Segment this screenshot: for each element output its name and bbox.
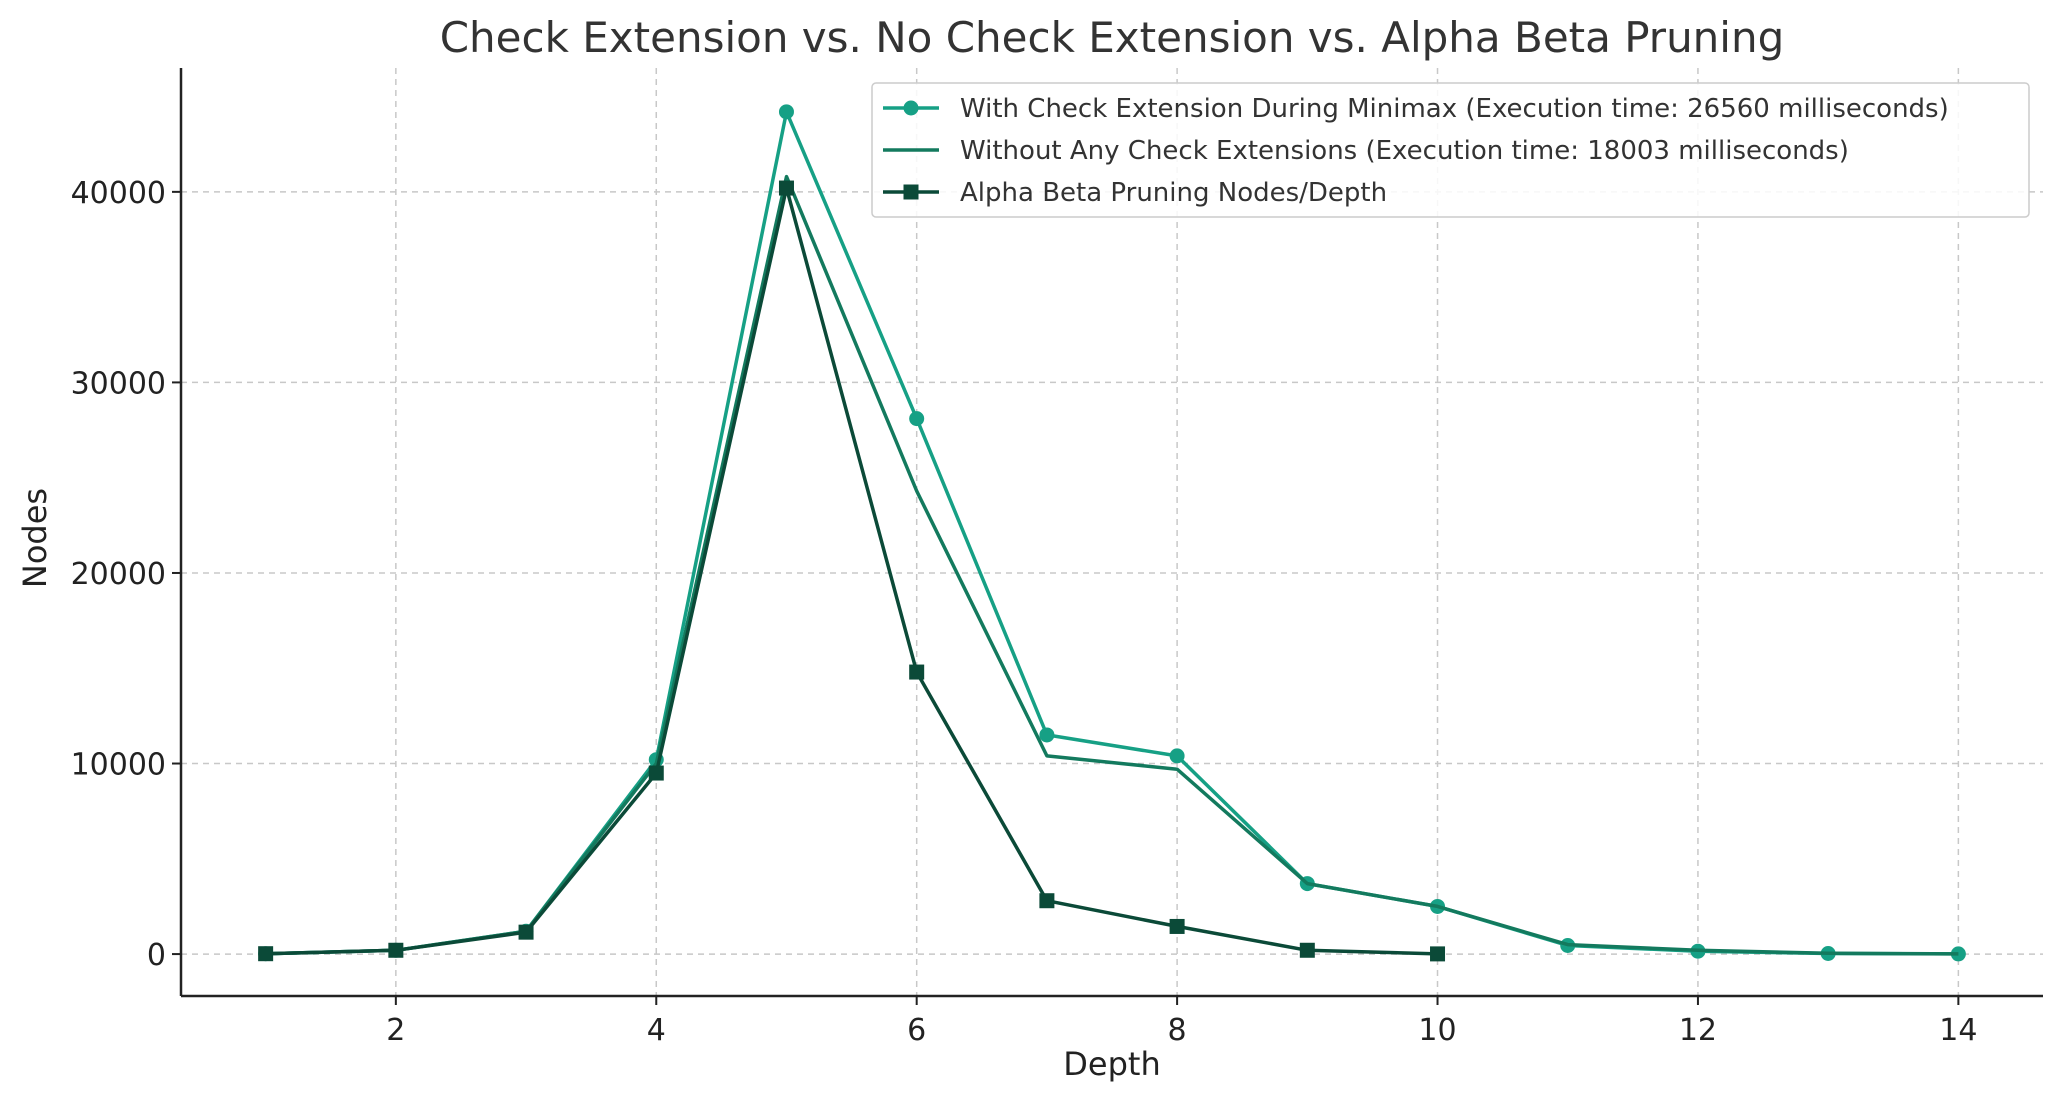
x-tick-label: 12: [1679, 1013, 1717, 1048]
data-point: [1299, 942, 1315, 958]
data-point: [909, 664, 925, 680]
data-point: [778, 104, 794, 120]
x-tick-label: 8: [1168, 1013, 1187, 1048]
legend-label: With Check Extension During Minimax (Exe…: [960, 94, 1949, 124]
x-tick-label: 10: [1418, 1013, 1456, 1048]
series-2: [265, 174, 1959, 956]
data-point: [1039, 727, 1055, 743]
series-line: [265, 110, 1959, 956]
y-tick-label: 0: [147, 938, 166, 973]
legend-label: Without Any Check Extensions (Execution …: [960, 136, 1849, 166]
data-point: [778, 180, 794, 196]
chart-title: Check Extension vs. No Check Extension v…: [440, 13, 1785, 62]
data-point: [388, 942, 404, 958]
legend-entry: Alpha Beta Pruning Nodes/Depth: [883, 178, 1387, 208]
y-tick-label: 10000: [71, 748, 166, 783]
data-point: [1039, 893, 1055, 909]
data-point: [648, 765, 664, 781]
series-line: [265, 174, 1959, 956]
legend-entry: With Check Extension During Minimax (Exe…: [883, 94, 1949, 124]
y-tick-label: 30000: [71, 366, 166, 401]
legend-marker: [903, 100, 919, 116]
x-axis-label: Depth: [1063, 1045, 1160, 1083]
series-lines: [258, 104, 1966, 962]
x-tick-label: 14: [1939, 1013, 1977, 1048]
data-point: [258, 946, 274, 962]
x-tick-label: 6: [907, 1013, 926, 1048]
data-point: [1169, 748, 1185, 764]
data-point: [518, 924, 534, 940]
series-1: [258, 104, 1966, 962]
data-point: [1430, 946, 1446, 962]
legend: With Check Extension During Minimax (Exe…: [871, 82, 2030, 218]
x-tick-label: 2: [386, 1013, 405, 1048]
legend-entry: Without Any Check Extensions (Execution …: [883, 136, 1849, 166]
y-tick-label: 40000: [71, 176, 166, 211]
axes: 2 4 6 8 10 12 14 0 10000 20000 30000 40000: [71, 68, 2043, 1048]
data-point: [1169, 918, 1185, 934]
legend-label: Alpha Beta Pruning Nodes/Depth: [960, 178, 1387, 208]
legend-marker: [903, 184, 919, 200]
x-tick-label: 4: [647, 1013, 666, 1048]
data-point: [909, 411, 925, 427]
y-tick-label: 20000: [71, 557, 166, 592]
series-3: [258, 180, 1446, 962]
series-line: [265, 186, 1438, 956]
y-axis-label: Nodes: [16, 488, 54, 588]
legend-box: [871, 82, 2030, 218]
